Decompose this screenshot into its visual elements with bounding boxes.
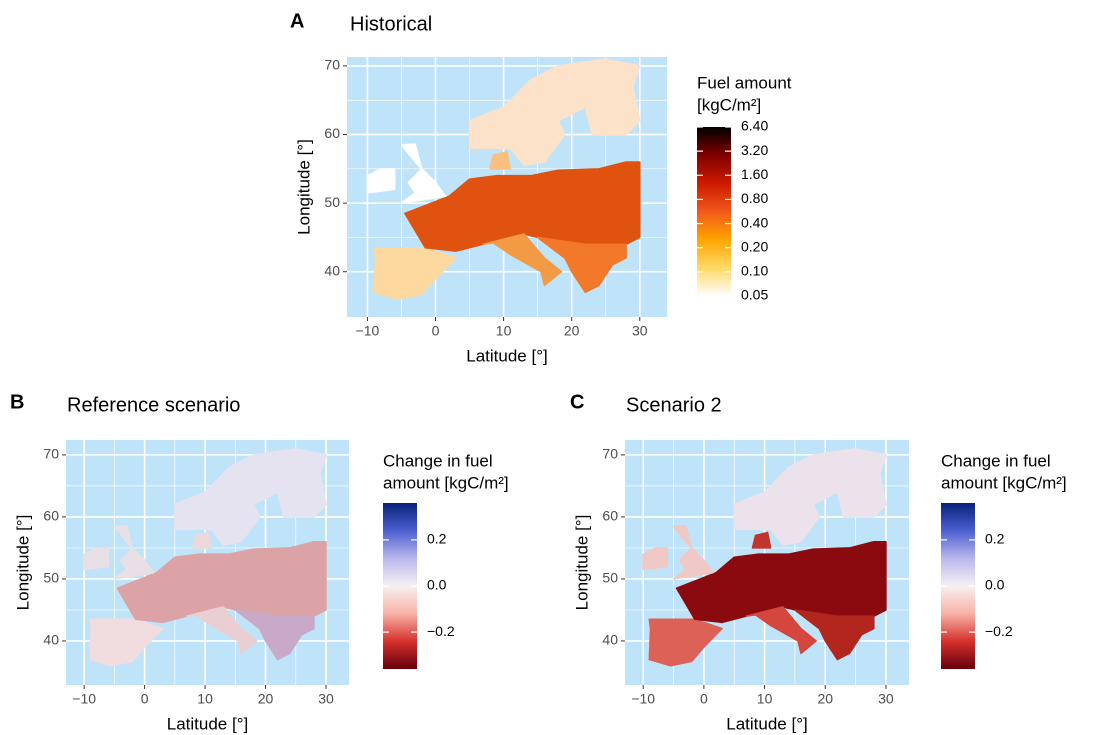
x-tick-label: 20 (564, 323, 580, 339)
colorbar-label: 0.0 (985, 577, 1005, 593)
x-tick-label: 20 (817, 691, 833, 707)
land-region (468, 58, 641, 167)
land-region (366, 168, 396, 194)
y-tick-label: 50 (324, 194, 340, 210)
colorbar-label: −0.2 (985, 623, 1013, 639)
map-land (366, 58, 641, 300)
land-region (733, 447, 887, 546)
land-region (672, 524, 714, 580)
colorbar-label: 6.40 (741, 118, 768, 134)
x-axis-title: Latitude [°] (726, 714, 807, 733)
colorbar-title: Fuel amount (697, 73, 792, 92)
land-region (648, 618, 723, 667)
y-tick-label: 60 (43, 508, 59, 524)
land-region (234, 609, 315, 661)
y-tick-label: 60 (324, 125, 340, 141)
colorbar-label: −0.2 (427, 623, 455, 639)
x-tick-label: 10 (496, 323, 512, 339)
x-tick-label: 10 (757, 691, 773, 707)
colorbar-label: 3.20 (741, 142, 768, 158)
map-land (642, 447, 887, 667)
colorbar-label: 0.20 (741, 238, 768, 254)
colorbar-title: Change in fuel (941, 451, 1051, 470)
y-axis-title: Longitude [°] (13, 515, 32, 611)
x-tick-label: −10 (631, 691, 655, 707)
land-region (186, 606, 258, 655)
x-tick-label: −10 (356, 323, 380, 339)
colorbar-label: 0.80 (741, 190, 768, 206)
land-region (89, 618, 164, 667)
y-tick-label: 70 (602, 446, 618, 462)
map-land (83, 447, 327, 667)
panel-title: Historical (350, 13, 432, 35)
colorbar-label: 0.05 (741, 287, 768, 303)
colorbar (697, 127, 731, 296)
colorbar-label: 0.2 (427, 531, 447, 547)
colorbar-label: 0.0 (427, 577, 447, 593)
panel-letter: A (290, 10, 304, 32)
colorbar-label: 0.40 (741, 214, 768, 230)
land-region (113, 524, 155, 580)
x-tick-label: 0 (432, 323, 440, 339)
land-region (745, 606, 817, 655)
y-axis-title: Longitude [°] (294, 139, 313, 235)
x-tick-label: 20 (258, 691, 274, 707)
colorbar-title: amount [kgC/m²] (941, 473, 1067, 492)
panel-letter: B (10, 391, 24, 413)
y-tick-label: 40 (324, 262, 340, 278)
y-tick-label: 40 (602, 632, 618, 648)
x-tick-label: 10 (197, 691, 213, 707)
x-tick-label: 0 (700, 691, 708, 707)
y-tick-label: 50 (43, 570, 59, 586)
x-tick-label: 30 (632, 323, 648, 339)
land-region (751, 531, 772, 549)
panel-title: Scenario 2 (626, 394, 722, 416)
land-region (794, 609, 875, 661)
panel-title: Reference scenario (67, 394, 240, 416)
x-tick-label: 30 (318, 691, 334, 707)
land-region (83, 547, 110, 571)
land-region (373, 246, 457, 300)
colorbar-label: 0.10 (741, 263, 768, 279)
y-tick-label: 70 (43, 446, 59, 462)
land-region (400, 143, 447, 204)
land-region (489, 150, 512, 170)
x-axis-title: Latitude [°] (466, 346, 547, 365)
colorbar-title: Change in fuel (383, 451, 493, 470)
y-tick-label: 40 (43, 632, 59, 648)
land-region (482, 233, 563, 287)
colorbar-title: amount [kgC/m²] (383, 473, 509, 492)
land-region (536, 236, 627, 294)
colorbar-label: 1.60 (741, 166, 768, 182)
panel-letter: C (570, 391, 584, 413)
x-tick-label: 30 (878, 691, 894, 707)
land-region (642, 547, 669, 571)
land-region (174, 447, 327, 546)
y-axis-title: Longitude [°] (572, 515, 591, 611)
y-tick-label: 50 (602, 570, 618, 586)
x-tick-label: −10 (72, 691, 96, 707)
colorbar-label: 0.2 (985, 531, 1005, 547)
colorbar-title: [kgC/m²] (697, 95, 761, 114)
land-region (192, 531, 212, 549)
x-axis-title: Latitude [°] (167, 714, 248, 733)
y-tick-label: 70 (324, 57, 340, 73)
x-tick-label: 0 (141, 691, 149, 707)
y-tick-label: 60 (602, 508, 618, 524)
